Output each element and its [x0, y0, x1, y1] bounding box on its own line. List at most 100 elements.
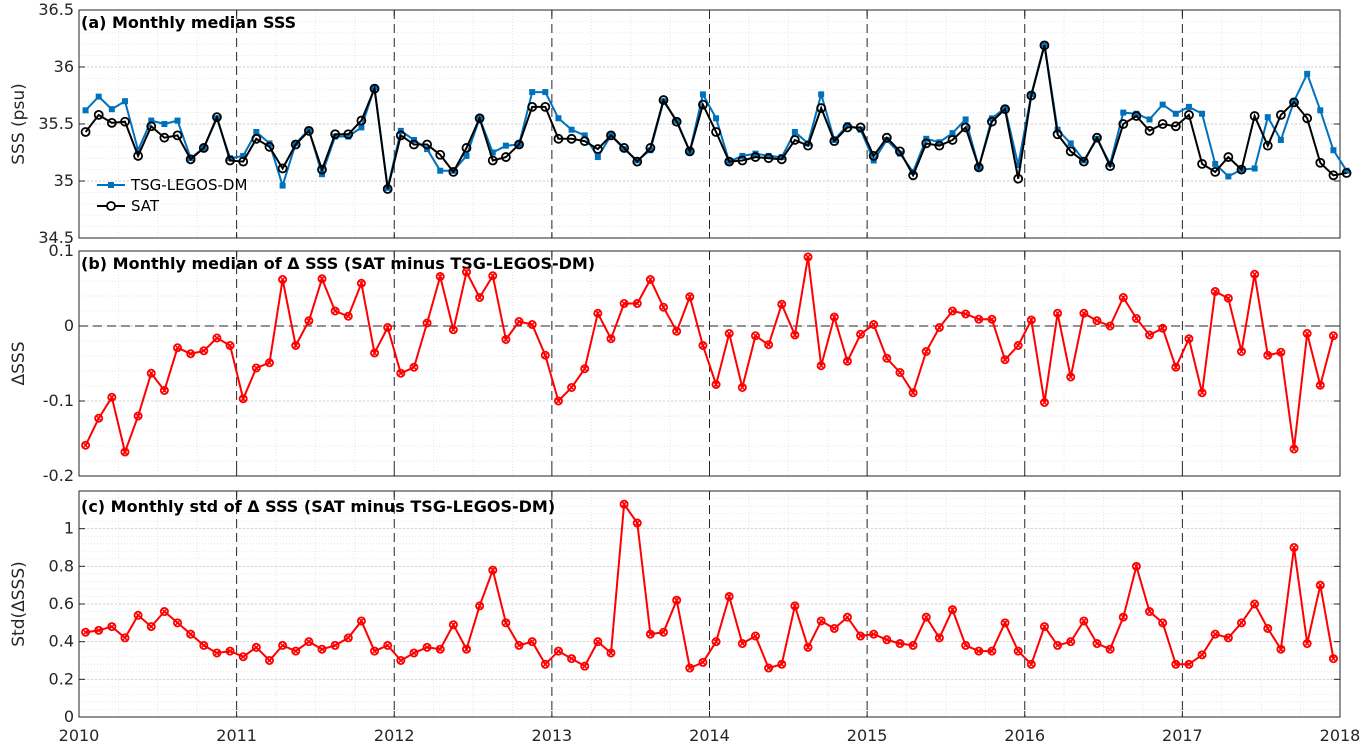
data-point — [186, 349, 196, 359]
data-point — [553, 396, 563, 406]
data-point — [791, 128, 798, 135]
data-point — [461, 267, 471, 277]
data-point — [475, 601, 485, 611]
y-tick-label: 1 — [64, 519, 74, 538]
data-point — [764, 663, 774, 673]
data-point — [1264, 114, 1271, 121]
y-tick-label: 0.1 — [49, 241, 74, 260]
data-point — [1328, 170, 1339, 181]
data-point — [1105, 644, 1115, 654]
data-point — [619, 143, 630, 153]
x-tick-label: 2010 — [59, 726, 100, 745]
data-point — [1053, 308, 1063, 318]
data-point — [869, 319, 879, 329]
data-point — [1039, 397, 1049, 407]
data-point — [225, 155, 235, 166]
data-point — [370, 348, 380, 358]
data-point — [659, 627, 669, 637]
data-point — [135, 147, 142, 154]
data-point — [685, 663, 695, 673]
x-tick-label: 2012 — [374, 726, 415, 745]
data-point — [1171, 659, 1181, 669]
data-point — [829, 623, 839, 633]
data-point — [1118, 612, 1128, 622]
data-point — [435, 149, 446, 160]
data-point — [948, 605, 958, 615]
data-point — [842, 122, 853, 133]
data-point — [961, 640, 971, 650]
data-point — [1066, 372, 1076, 382]
data-point — [594, 154, 601, 161]
data-point — [396, 368, 406, 378]
series-tsg-legos-dm — [82, 41, 1350, 191]
data-point — [409, 648, 419, 658]
data-point — [593, 637, 603, 647]
data-point — [1118, 292, 1128, 302]
data-point — [1289, 543, 1299, 553]
data-point — [1026, 90, 1037, 101]
panel-title: (b) Monthly median of Δ SSS (SAT minus T… — [81, 254, 595, 273]
data-point — [1184, 659, 1194, 669]
data-point — [908, 640, 918, 650]
data-point — [1158, 618, 1168, 628]
data-point — [711, 637, 721, 647]
data-point — [1210, 166, 1221, 177]
data-point — [684, 146, 695, 157]
data-point — [763, 153, 774, 164]
data-point — [790, 330, 800, 340]
data-point — [647, 147, 654, 154]
series-delta — [81, 252, 1338, 457]
data-point — [358, 124, 365, 131]
data-point — [896, 150, 903, 157]
data-point — [1118, 119, 1129, 129]
data-point — [133, 151, 144, 161]
data-point — [251, 363, 261, 373]
data-point — [527, 319, 537, 329]
data-point — [330, 306, 340, 316]
y-tick-label: 0.6 — [49, 594, 74, 613]
data-point — [1131, 313, 1141, 323]
data-point — [672, 326, 682, 336]
data-point — [1144, 125, 1155, 136]
data-point — [750, 631, 760, 641]
data-point — [962, 116, 969, 123]
data-point — [1172, 110, 1179, 117]
data-point — [240, 152, 247, 159]
data-point — [1145, 607, 1155, 617]
data-point — [882, 353, 892, 363]
data-point — [778, 154, 785, 161]
data-point — [1013, 646, 1023, 656]
data-point — [1212, 160, 1219, 167]
data-point — [829, 136, 840, 147]
data-point — [422, 139, 432, 150]
data-point — [698, 340, 708, 350]
data-point — [829, 312, 839, 322]
data-point — [737, 639, 747, 649]
data-point — [619, 298, 629, 308]
data-point — [1026, 315, 1036, 325]
y-axis-label: SSS (psu) — [9, 83, 29, 164]
data-point — [1263, 623, 1273, 633]
data-point — [133, 411, 143, 421]
data-point — [895, 367, 905, 377]
data-point — [94, 413, 104, 423]
data-point — [278, 640, 288, 650]
data-point — [1052, 129, 1063, 140]
data-point — [277, 163, 288, 174]
data-point — [146, 121, 157, 132]
data-point — [343, 633, 353, 643]
data-point — [317, 164, 327, 175]
data-point — [1131, 561, 1141, 571]
data-point — [895, 639, 905, 649]
data-point — [764, 340, 774, 350]
data-point — [1184, 109, 1194, 120]
data-point — [987, 646, 997, 656]
data-point — [1275, 109, 1286, 120]
data-point — [1223, 152, 1234, 162]
data-point — [199, 346, 209, 356]
data-point — [883, 136, 890, 143]
data-point — [107, 392, 117, 402]
data-point — [776, 154, 787, 165]
data-point — [121, 98, 128, 105]
y-tick-label: 0.8 — [49, 556, 74, 575]
